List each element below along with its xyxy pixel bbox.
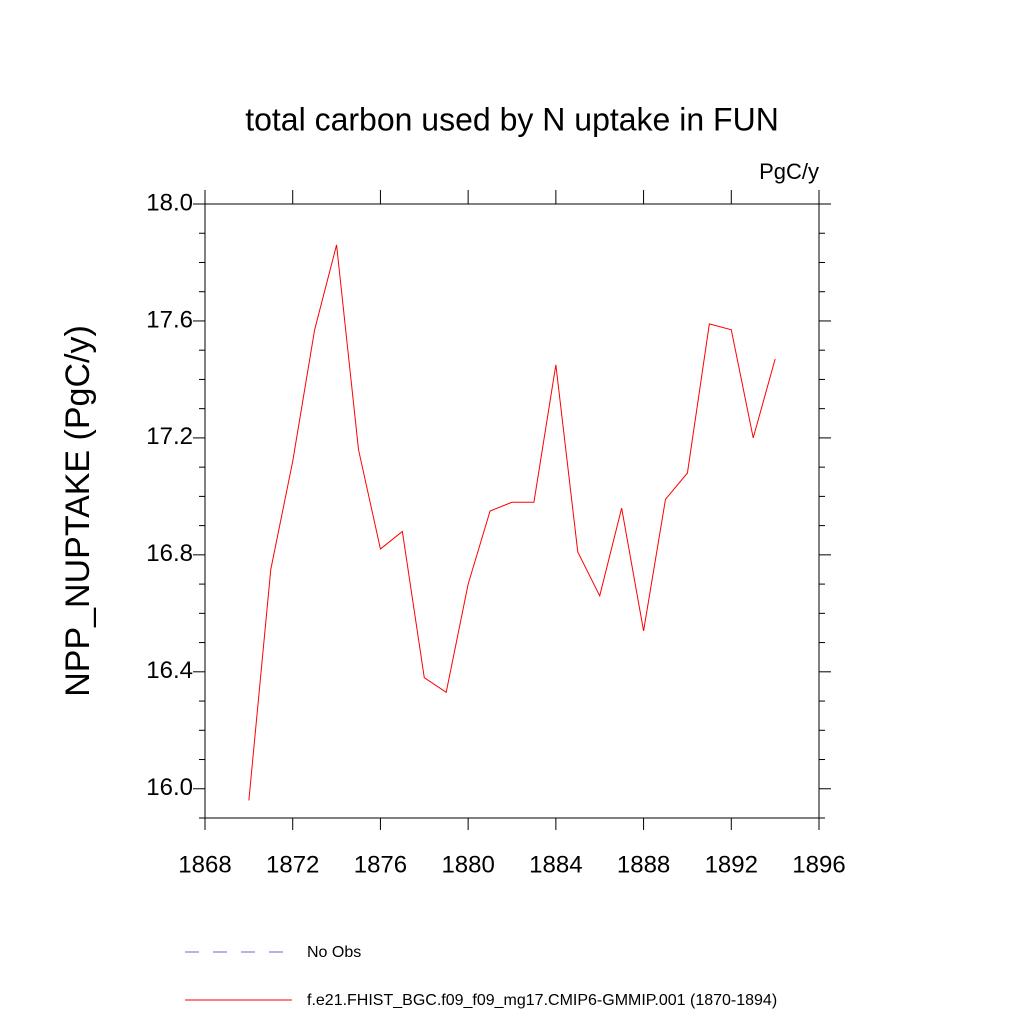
y-axis-label: NPP_NUPTAKE (PgC/y) [59, 325, 97, 697]
legend-label: f.e21.FHIST_BGC.f09_f09_mg17.CMIP6-GMMIP… [307, 992, 777, 1009]
y-tick-label: 18.0 [146, 189, 193, 216]
plot-frame [204, 203, 820, 819]
units-label: PgC/y [759, 159, 819, 184]
y-tick-label: 17.6 [146, 306, 193, 333]
legend-label: No Obs [307, 944, 361, 961]
x-tick-label: 1896 [792, 851, 845, 878]
x-tick-label: 1888 [617, 851, 670, 878]
x-tick-label: 1868 [178, 851, 231, 878]
y-tick-label: 17.2 [146, 423, 193, 450]
chart-title: total carbon used by N uptake in FUN [245, 101, 779, 137]
x-tick-label: 1884 [529, 851, 582, 878]
x-tick-label: 1892 [705, 851, 758, 878]
x-tick-label: 1872 [266, 851, 319, 878]
x-tick-label: 1876 [354, 851, 407, 878]
y-tick-label: 16.8 [146, 540, 193, 567]
x-tick-label: 1880 [441, 851, 494, 878]
data-line [248, 244, 776, 801]
y-tick-label: 16.0 [146, 774, 193, 801]
y-tick-label: 16.4 [146, 657, 193, 684]
